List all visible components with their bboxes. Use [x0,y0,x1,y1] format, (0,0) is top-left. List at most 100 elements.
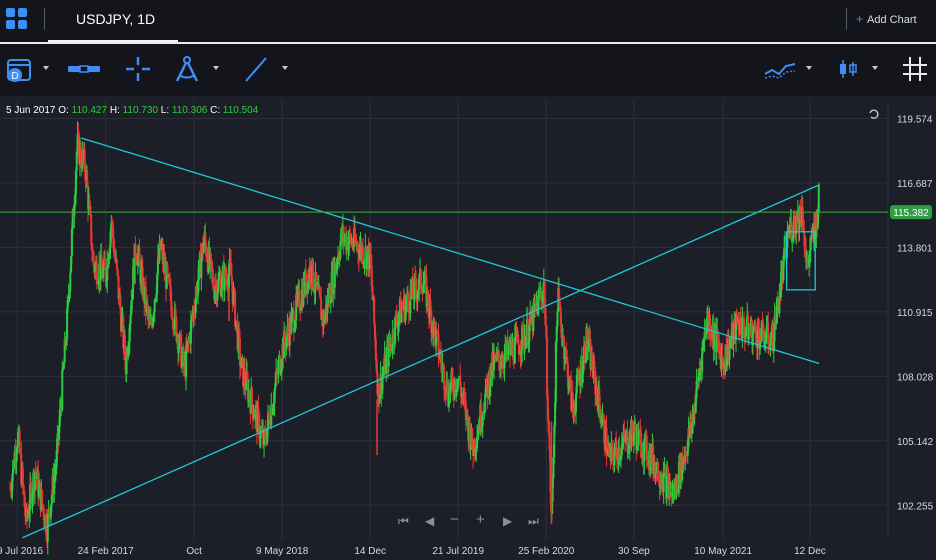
candle-body [562,335,565,337]
candle-body [66,308,69,341]
candle-body [809,236,812,250]
candle-body [497,351,500,361]
candle-body [436,330,439,334]
symbol-tab-title[interactable]: USDJPY, 1D [76,11,156,27]
candle-body [429,299,432,310]
candle-body [220,288,223,297]
candle-body [722,358,725,368]
scroll-last-icon[interactable]: ⏭ [528,514,539,528]
candle-body [74,170,77,195]
candle-body [693,406,696,424]
horizontal-line-icon[interactable] [66,54,102,84]
candle-body [232,289,235,305]
candle-body [463,392,466,399]
candle-body [757,326,760,332]
candle-body [204,232,207,244]
refresh-icon[interactable] [869,109,879,119]
add-chart-button[interactable]: + Add Chart [856,12,917,26]
candle-body [186,340,189,349]
chevron-down-icon[interactable] [213,66,219,70]
candle-body [307,273,310,292]
candle-body [521,325,524,351]
layout-grid-icon[interactable] [6,8,28,30]
candle-body [161,246,164,265]
candle-body [16,445,19,454]
candle-body [418,275,421,290]
candle-body [287,326,290,334]
candle-body [485,378,488,385]
candle-body [73,205,76,217]
scroll-prev-icon[interactable]: ◀ [425,514,435,528]
candle-body [291,311,294,315]
candle-body [745,328,748,333]
candle-body [361,247,364,264]
chevron-down-icon[interactable] [806,66,812,70]
candle-body [234,291,237,327]
candle-body [574,412,577,414]
candle-body [200,258,203,278]
candle-body [772,341,775,352]
scroll-next-icon[interactable]: ▶ [503,514,513,528]
candle-body [385,354,388,374]
candle-body [353,227,356,242]
chevron-down-icon[interactable] [282,66,288,70]
candle-body [580,359,583,382]
candle-body [484,393,487,413]
candle-body [808,254,811,266]
candle-body [717,340,720,342]
y-tick-label: 113.801 [897,243,933,254]
candle-body [525,336,528,349]
candle-body [721,354,724,359]
candle-body [290,314,293,334]
candle-body [782,256,785,281]
y-tick-label: 119.574 [897,114,933,125]
scroll-first-icon[interactable]: ⏮ [398,514,409,528]
candle-body [258,413,261,439]
x-tick-label: 30 Sep [618,546,650,557]
candle-body [795,215,798,235]
drawing-toolbar: D [0,44,936,96]
zoom-out-icon[interactable]: − [450,511,459,528]
candle-body [664,469,667,472]
zoom-in-icon[interactable]: + [476,511,485,528]
trend-line-icon[interactable] [242,54,270,84]
candle-body [709,319,712,338]
candle-body [806,259,809,263]
candle-body [69,272,72,292]
candle-body [21,467,24,485]
indicators-icon[interactable] [762,54,798,84]
candle-body [566,356,569,364]
chart-area[interactable] [0,96,936,560]
chevron-down-icon[interactable] [43,66,49,70]
candle-body [400,309,403,323]
candle-body [178,333,181,347]
top-bar: USDJPY, 1D + Add Chart [0,0,936,42]
candle-body [626,431,629,452]
candle-body [170,301,173,318]
candle-body [747,314,750,340]
candle-body [292,311,295,332]
candle-body [370,265,373,286]
candlestick-icon[interactable] [834,54,862,84]
candle-body [347,242,350,251]
candle-body [374,324,377,340]
chevron-down-icon[interactable] [872,66,878,70]
candle-body [304,270,307,293]
crosshair-icon[interactable] [124,54,152,84]
candle-body [743,317,746,330]
ohlc-open-value: 110.427 [71,105,108,116]
candle-body [676,476,679,492]
candle-body [493,355,496,357]
candle-body [783,247,786,257]
candle-body [224,267,227,279]
candle-body [50,504,53,518]
grid-icon[interactable] [900,54,930,84]
candle-body [56,433,59,451]
date-range-icon[interactable]: D [5,54,35,84]
candle-body [259,429,262,438]
candle-body [703,331,706,341]
compass-icon[interactable] [172,54,202,84]
candle-body [219,278,222,297]
candle-body [754,322,757,333]
